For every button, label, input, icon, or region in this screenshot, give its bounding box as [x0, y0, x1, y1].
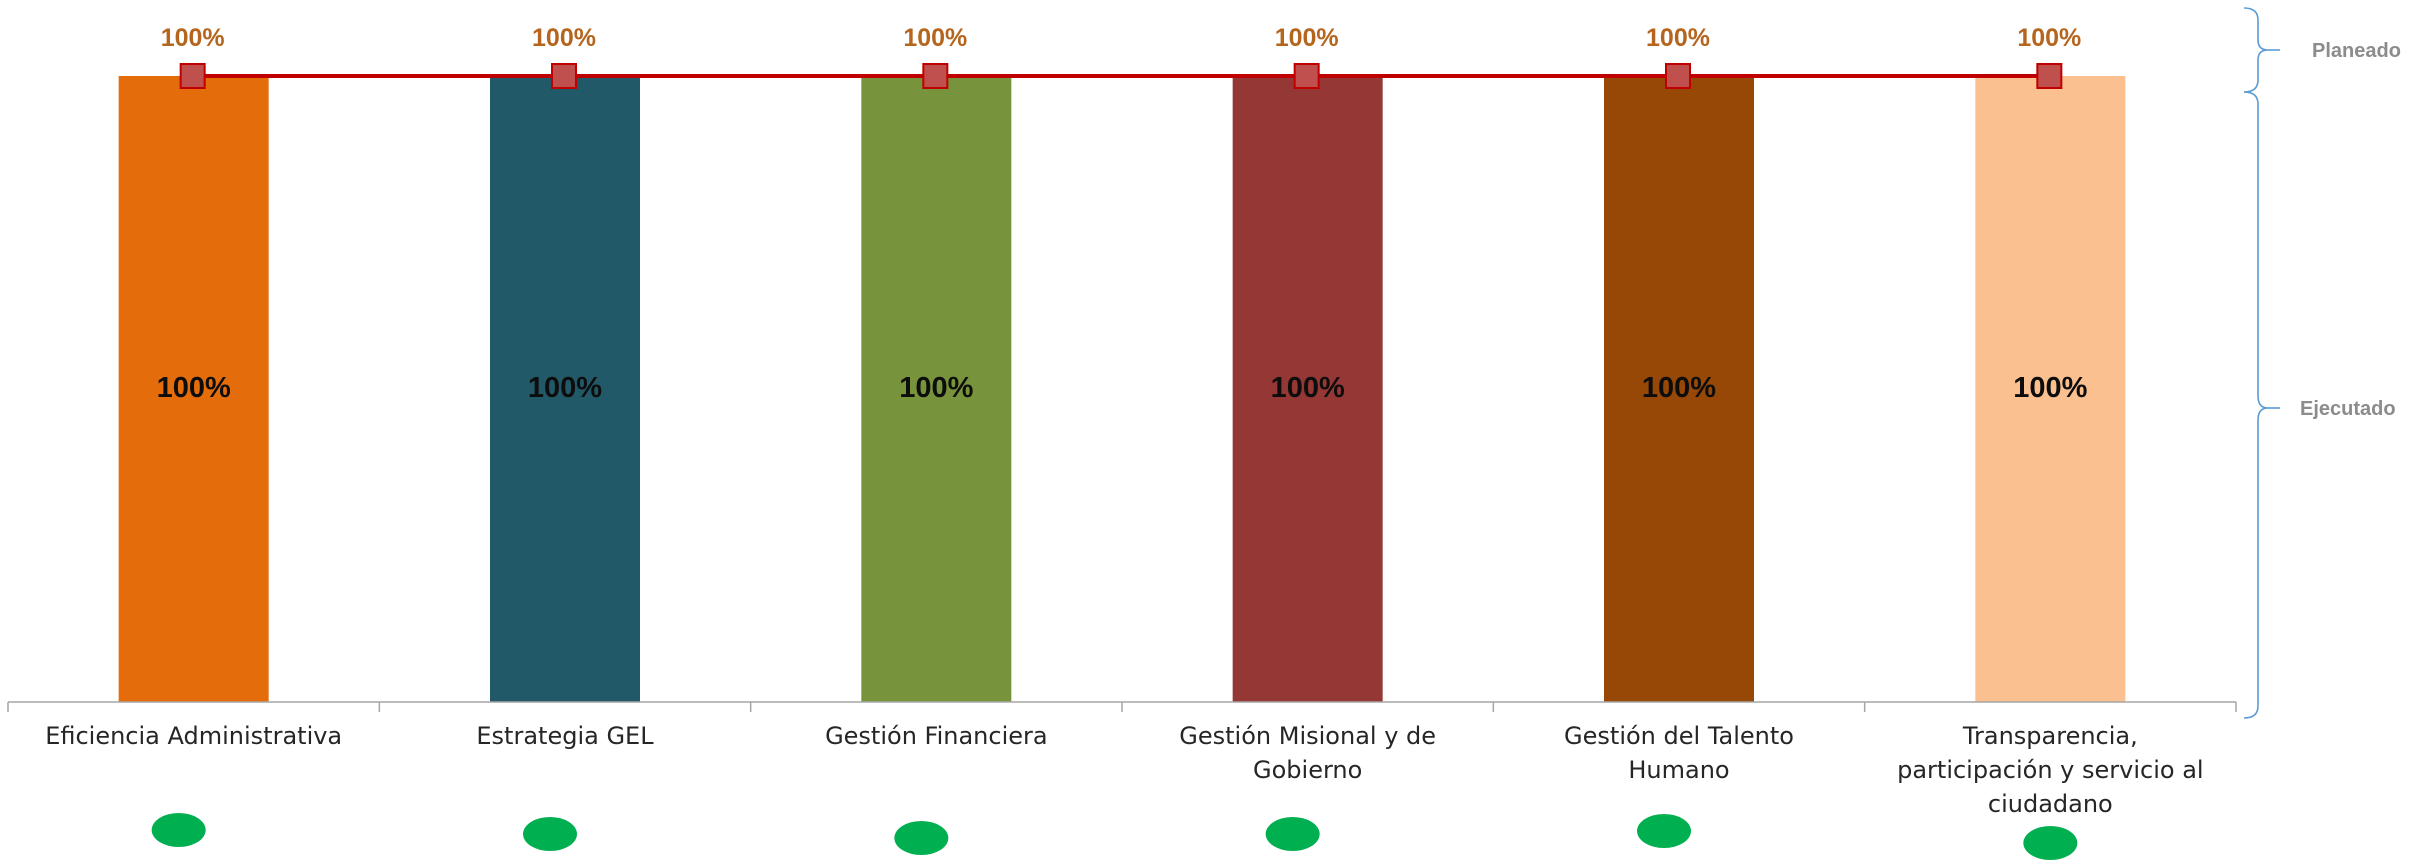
labels-layer: Eficiencia Administrativa Estrategia GEL G…: [45, 24, 2203, 818]
bar-value-label-4: 100%: [1271, 372, 1345, 404]
bar-value-label-3: 100%: [899, 372, 973, 404]
category-label-1: Eficiencia Administrativa: [45, 722, 342, 750]
bar-value-label-6: 100%: [2013, 372, 2087, 404]
category-label-2: Estrategia GEL: [476, 722, 654, 750]
planned-marker-4: [1293, 63, 1320, 89]
legend-label-planeado: Planeado: [2312, 40, 2401, 62]
status-dot-6: [2023, 826, 2078, 860]
bar-value-label-2: 100%: [528, 372, 602, 404]
legend-bracket-ejecutado: [2243, 91, 2269, 719]
planned-marker-1: [179, 63, 206, 89]
category-label-3: Gestión Financiera: [825, 722, 1048, 750]
planned-value-label-4: 100%: [1275, 24, 1339, 52]
planned-marker-3: [922, 63, 949, 89]
category-label-4: Gestión Misional y de Gobierno: [1179, 722, 1436, 784]
bar-4: [1232, 76, 1383, 702]
planned-marker-2: [551, 63, 577, 89]
bar-value-label-1: 100%: [157, 372, 231, 404]
status-dot-4: [1265, 817, 1320, 851]
bar-6: [1975, 76, 2126, 702]
bar-5: [1604, 76, 1754, 702]
category-label-6: Transparencia, participación y servicio a…: [1897, 722, 2203, 818]
legend-bracket-planeado: [2243, 7, 2269, 93]
planned-marker-5: [1665, 63, 1691, 89]
legend: Planeado Ejecutado: [2243, 7, 2401, 719]
bar-2: [490, 76, 640, 702]
planned-value-label-1: 100%: [161, 24, 225, 52]
status-dot-1: [151, 813, 206, 847]
x-axis: [7, 701, 2237, 712]
bar-1: [118, 76, 269, 702]
status-dot-3: [894, 821, 949, 855]
status-dot-2: [523, 817, 577, 851]
planned-value-label-5: 100%: [1646, 24, 1710, 52]
bars-layer: [118, 76, 2126, 702]
bar-value-label-5: 100%: [1642, 372, 1716, 404]
legend-label-ejecutado: Ejecutado: [2300, 398, 2396, 420]
planned-value-label-6: 100%: [2017, 24, 2081, 52]
status-dot-5: [1637, 814, 1691, 848]
planned-value-label-3: 100%: [903, 24, 967, 52]
status-indicators: [151, 813, 2078, 860]
planned-marker-6: [2036, 63, 2063, 89]
planned-line-layer: [179, 63, 2063, 89]
bar-3: [861, 76, 1012, 702]
category-label-5: Gestión del Talento Humano: [1564, 722, 1794, 784]
planned-value-label-2: 100%: [532, 24, 596, 52]
